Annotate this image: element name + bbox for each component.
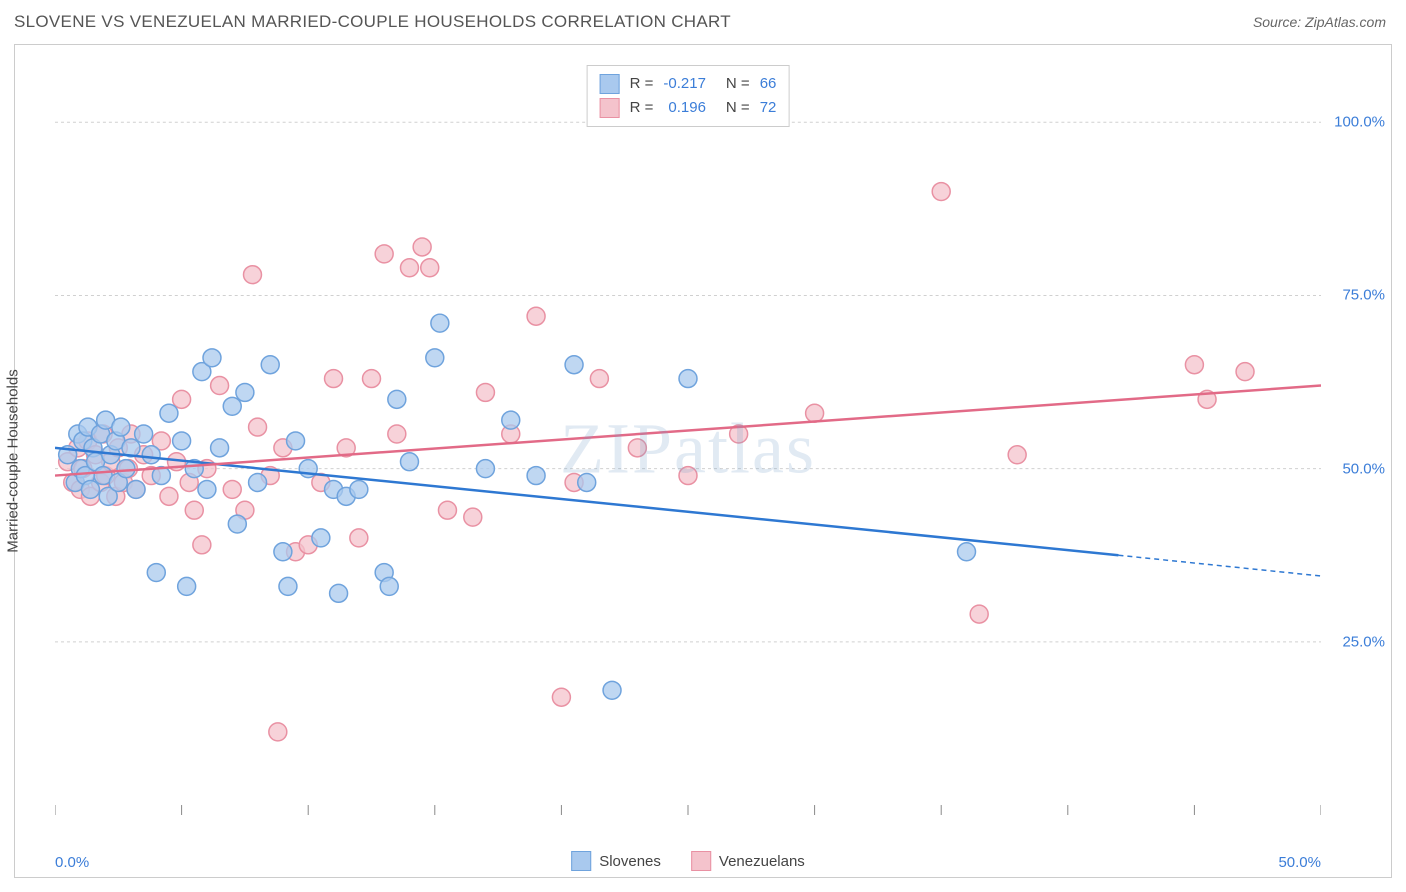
chart-source: Source: ZipAtlas.com (1253, 14, 1386, 30)
stat-n-label2: N = (726, 96, 750, 120)
plot-area: ZIPatlas R = -0.217 N = 66 R = 0.196 N =… (55, 53, 1321, 815)
y-tick-label: 75.0% (1342, 287, 1385, 304)
stat-r-label: R = (630, 72, 654, 96)
chart-container: Married-couple Households ZIPatlas R = -… (14, 44, 1392, 878)
legend-square-slovenes-b (571, 851, 591, 871)
x-min-label: 0.0% (55, 854, 89, 871)
stats-row-slovenes: R = -0.217 N = 66 (600, 72, 777, 96)
stat-n-label: N = (726, 72, 750, 96)
bottom-legend: Slovenes Venezuelans (571, 851, 805, 871)
legend-square-venezuelans-b (691, 851, 711, 871)
y-axis-label: Married-couple Households (5, 369, 22, 552)
stat-r-label2: R = (630, 96, 654, 120)
stat-r-slovenes: -0.217 (663, 72, 706, 96)
y-tick-label: 50.0% (1342, 460, 1385, 477)
legend-label-venezuelans: Venezuelans (719, 853, 805, 870)
legend-item-venezuelans: Venezuelans (691, 851, 805, 871)
x-max-label: 50.0% (1278, 854, 1321, 871)
legend-label-slovenes: Slovenes (599, 853, 661, 870)
chart-header: SLOVENE VS VENEZUELAN MARRIED-COUPLE HOU… (0, 0, 1406, 40)
chart-title: SLOVENE VS VENEZUELAN MARRIED-COUPLE HOU… (14, 12, 731, 32)
stat-n-slovenes: 66 (760, 72, 777, 96)
stats-row-venezuelans: R = 0.196 N = 72 (600, 96, 777, 120)
scatter-svg (55, 53, 1321, 815)
stats-legend: R = -0.217 N = 66 R = 0.196 N = 72 (587, 65, 790, 127)
stat-r-venezuelans: 0.196 (668, 96, 706, 120)
x-axis-area: 0.0% 50.0% Slovenes Venezuelans (55, 823, 1321, 873)
y-tick-label: 100.0% (1334, 114, 1385, 131)
stat-n-venezuelans: 72 (760, 96, 777, 120)
y-tick-label: 25.0% (1342, 633, 1385, 650)
legend-square-venezuelans (600, 98, 620, 118)
legend-square-slovenes (600, 74, 620, 94)
legend-item-slovenes: Slovenes (571, 851, 661, 871)
